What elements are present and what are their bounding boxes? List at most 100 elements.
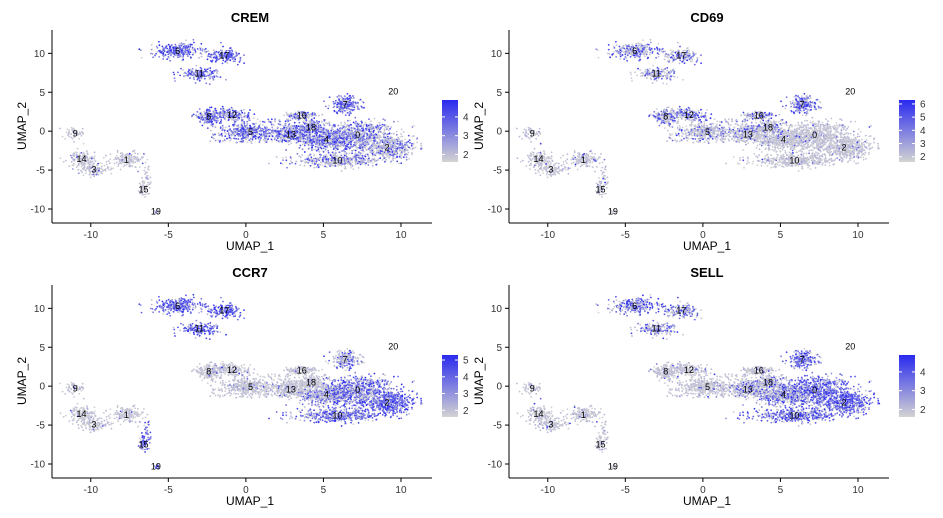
cell-point xyxy=(119,168,122,171)
cell-point xyxy=(342,160,345,162)
cell-point xyxy=(147,178,150,181)
cell-point xyxy=(187,50,190,53)
cell-point xyxy=(409,147,411,150)
cell-point xyxy=(321,120,323,123)
cell-point xyxy=(255,127,258,129)
cell-point xyxy=(215,54,218,57)
cell-point xyxy=(265,126,268,128)
cell-point xyxy=(134,158,136,161)
cell-point xyxy=(381,152,384,155)
cell-point xyxy=(356,146,359,149)
cell-point xyxy=(362,123,365,126)
cell-point xyxy=(341,97,344,99)
cell-point xyxy=(345,136,348,139)
cell-point xyxy=(350,127,353,129)
cell-point xyxy=(350,164,353,167)
cell-point xyxy=(383,136,386,139)
cell-point xyxy=(386,156,388,158)
cell-point xyxy=(401,140,404,143)
cell-point xyxy=(361,163,363,165)
cell-point xyxy=(288,143,290,146)
legend-tick-label: 3 xyxy=(463,131,469,142)
cell-point xyxy=(334,125,336,128)
cell-point xyxy=(302,135,304,138)
cell-point xyxy=(313,159,316,162)
cell-point xyxy=(77,168,80,171)
cell-point xyxy=(399,135,402,138)
cell-point xyxy=(404,150,406,153)
cell-point xyxy=(277,119,280,122)
scatter-points xyxy=(59,38,424,215)
cell-point xyxy=(206,71,209,74)
cell-point xyxy=(316,159,318,161)
cell-point xyxy=(263,139,266,142)
cell-point xyxy=(348,128,350,131)
cell-point xyxy=(323,131,325,134)
cell-point xyxy=(389,145,392,148)
cell-point xyxy=(357,106,359,109)
cell-point xyxy=(392,154,394,157)
cell-point xyxy=(301,124,303,126)
cell-point xyxy=(349,160,351,163)
cell-point xyxy=(107,160,110,162)
y-tick-label: 10 xyxy=(34,49,46,60)
cell-point xyxy=(285,149,287,151)
cell-point xyxy=(211,120,213,123)
cell-point xyxy=(198,113,201,115)
cell-point xyxy=(420,144,423,147)
cell-point xyxy=(301,127,303,129)
cell-point xyxy=(173,73,176,76)
cell-point xyxy=(72,159,75,161)
cell-point xyxy=(232,130,235,133)
cell-point xyxy=(383,124,386,126)
cell-point xyxy=(322,127,325,130)
cell-point xyxy=(326,161,329,164)
cell-point xyxy=(68,135,71,138)
cell-point xyxy=(402,156,405,159)
cell-point xyxy=(366,132,368,135)
cell-point xyxy=(242,119,245,121)
cell-point xyxy=(311,149,313,152)
cell-point xyxy=(375,144,378,147)
cell-point xyxy=(231,56,234,59)
cell-point xyxy=(76,164,79,167)
cell-point xyxy=(89,160,92,163)
cell-point xyxy=(216,76,219,78)
cell-point xyxy=(375,163,378,166)
cell-point xyxy=(361,137,364,139)
cell-point xyxy=(298,121,301,124)
cell-point xyxy=(320,134,323,136)
cell-point xyxy=(256,129,259,132)
cell-point xyxy=(119,155,122,158)
cell-point xyxy=(268,135,271,138)
cell-point xyxy=(232,60,235,63)
cell-point xyxy=(377,133,379,136)
cell-point xyxy=(315,149,318,152)
cell-point xyxy=(309,132,312,135)
cell-point xyxy=(356,127,359,129)
cell-point xyxy=(104,169,107,171)
cell-point xyxy=(353,143,355,146)
cell-point xyxy=(281,129,284,132)
cell-point xyxy=(327,131,330,133)
cell-point xyxy=(215,121,218,124)
cell-point xyxy=(203,122,206,125)
cell-point xyxy=(110,172,113,175)
cell-point xyxy=(350,166,352,169)
cell-point xyxy=(150,48,153,51)
cell-point xyxy=(372,131,375,133)
cell-point xyxy=(387,129,390,132)
cluster-label: 16 xyxy=(297,111,307,121)
cell-point xyxy=(158,56,161,58)
cell-point xyxy=(416,141,419,144)
cell-point xyxy=(346,125,348,127)
cell-point xyxy=(337,137,340,140)
cell-point xyxy=(281,141,284,144)
cell-point xyxy=(265,137,268,140)
cell-point xyxy=(235,137,237,140)
cell-point xyxy=(194,52,197,54)
cell-point xyxy=(315,141,318,143)
cell-point xyxy=(146,158,149,161)
cell-point xyxy=(307,162,310,165)
cell-point xyxy=(208,76,211,78)
